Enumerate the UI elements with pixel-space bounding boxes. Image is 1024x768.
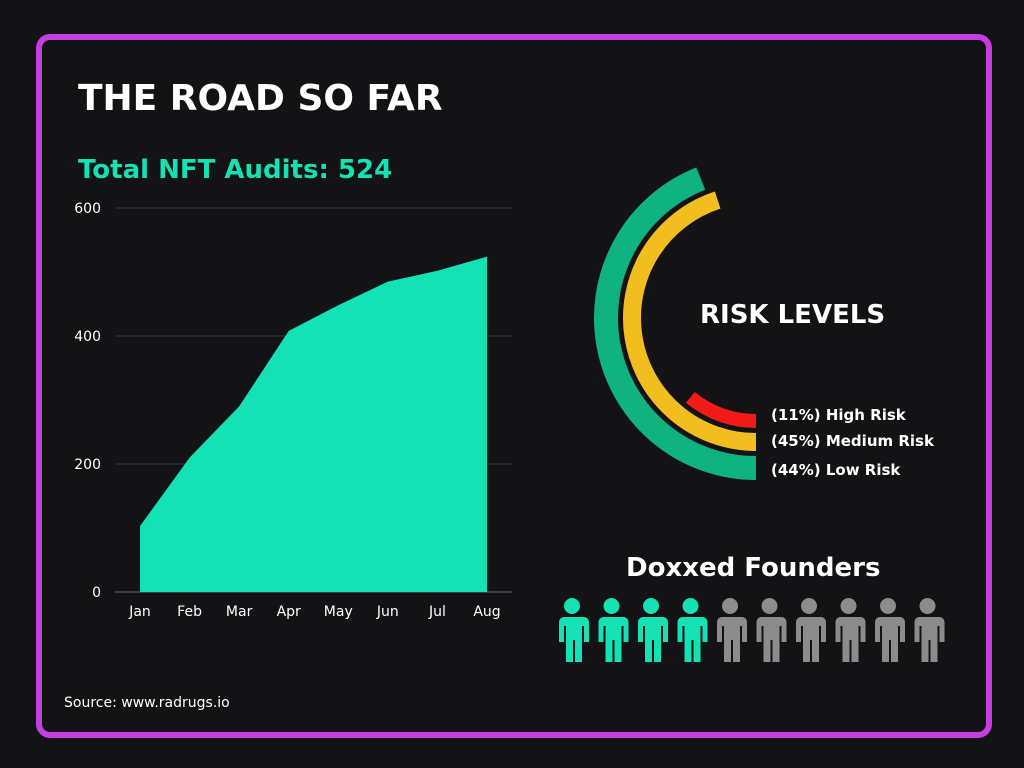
founder-icon-doxxed bbox=[598, 598, 629, 662]
x-tick-label: Aug bbox=[473, 604, 500, 620]
x-tick-label: Mar bbox=[226, 604, 253, 620]
founder-icon bbox=[756, 598, 787, 662]
founder-icon bbox=[875, 598, 905, 662]
founders-pictogram bbox=[559, 598, 945, 662]
x-tick-label: Jan bbox=[128, 604, 151, 620]
chart-subtitle: Total NFT Audits: 524 bbox=[78, 155, 393, 185]
legend-low-risk: (44%) Low Risk bbox=[771, 461, 901, 479]
risk-arc bbox=[623, 191, 757, 451]
infographic-frame bbox=[36, 34, 992, 738]
founder-icon-doxxed bbox=[677, 598, 708, 662]
founder-icon bbox=[717, 598, 747, 662]
risk-arc bbox=[685, 391, 757, 428]
founder-icon bbox=[914, 598, 945, 662]
y-tick-label: 200 bbox=[74, 457, 101, 473]
risk-levels-title: RISK LEVELS bbox=[700, 300, 886, 330]
page-title: THE ROAD SO FAR bbox=[78, 78, 443, 119]
x-tick-label: Jun bbox=[376, 604, 399, 620]
y-tick-label: 0 bbox=[92, 585, 101, 601]
audits-area bbox=[140, 256, 487, 592]
founder-icon bbox=[835, 598, 866, 662]
founder-icon-doxxed bbox=[638, 598, 668, 662]
x-tick-label: Feb bbox=[177, 604, 202, 620]
x-tick-label: May bbox=[324, 604, 353, 620]
y-tick-label: 600 bbox=[74, 201, 101, 217]
y-tick-label: 400 bbox=[74, 329, 101, 345]
legend-medium-risk: (45%) Medium Risk bbox=[771, 432, 934, 450]
source-note: Source: www.radrugs.io bbox=[64, 695, 230, 711]
founder-icon bbox=[796, 598, 826, 662]
founder-icon-doxxed bbox=[559, 598, 589, 662]
risk-arc bbox=[594, 167, 757, 480]
x-tick-label: Apr bbox=[277, 604, 301, 620]
risk-radial-chart bbox=[594, 167, 757, 480]
x-tick-label: Jul bbox=[428, 604, 446, 620]
legend-high-risk: (11%) High Risk bbox=[771, 406, 906, 424]
area-chart: 0 200 400 600 Jan Feb Mar Apr May Jun Jul Aug bbox=[74, 201, 512, 620]
doxxed-founders-title: Doxxed Founders bbox=[626, 553, 881, 583]
